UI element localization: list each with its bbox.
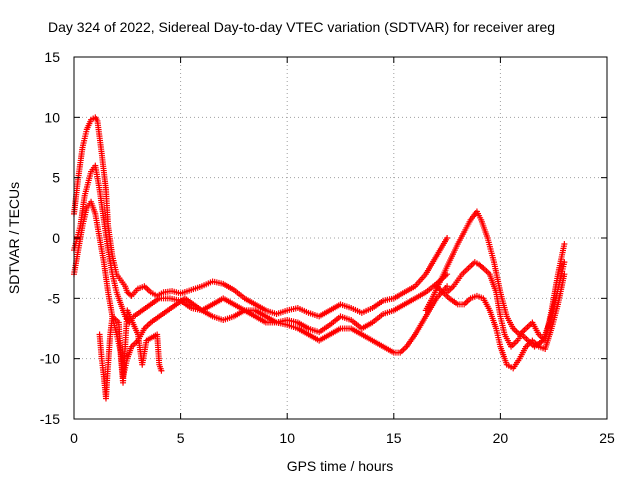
- y-tick-label: -10: [40, 351, 60, 367]
- data-point: [561, 259, 568, 266]
- y-tick-label: -15: [40, 411, 60, 427]
- x-axis-label: GPS time / hours: [287, 458, 394, 474]
- plot-frame: [73, 56, 608, 420]
- grid-lines: [74, 57, 607, 419]
- x-tick-label: 10: [279, 430, 295, 446]
- series-C: [71, 198, 451, 380]
- y-tick-label: 15: [44, 49, 60, 65]
- y-tick-label: 5: [52, 170, 60, 186]
- series-F: [433, 271, 568, 372]
- x-tick-label: 0: [70, 430, 78, 446]
- data-point: [561, 241, 568, 248]
- x-tick-label: 15: [386, 430, 402, 446]
- y-tick-label: 0: [52, 230, 60, 246]
- x-tick-label: 25: [599, 430, 615, 446]
- data-point: [444, 283, 451, 290]
- data-point: [561, 271, 568, 278]
- y-tick-label: -5: [48, 290, 61, 306]
- series-D: [96, 307, 165, 402]
- axis-tick-labels: 0 5 10 15 20 25 -15 -10 -5 0 5 10 15: [40, 49, 615, 446]
- data-point: [158, 367, 165, 374]
- y-axis-label: SDTVAR / TECUs: [6, 182, 22, 294]
- x-tick-label: 5: [177, 430, 185, 446]
- data-points: [71, 114, 568, 402]
- y-tick-label: 10: [44, 109, 60, 125]
- series-G: [422, 208, 568, 344]
- series-A: [71, 114, 451, 320]
- x-tick-label: 20: [493, 430, 509, 446]
- data-point: [444, 235, 451, 241]
- axis-ticks: [73, 56, 608, 420]
- chart-title: Day 324 of 2022, Sidereal Day-to-day VTE…: [48, 19, 555, 35]
